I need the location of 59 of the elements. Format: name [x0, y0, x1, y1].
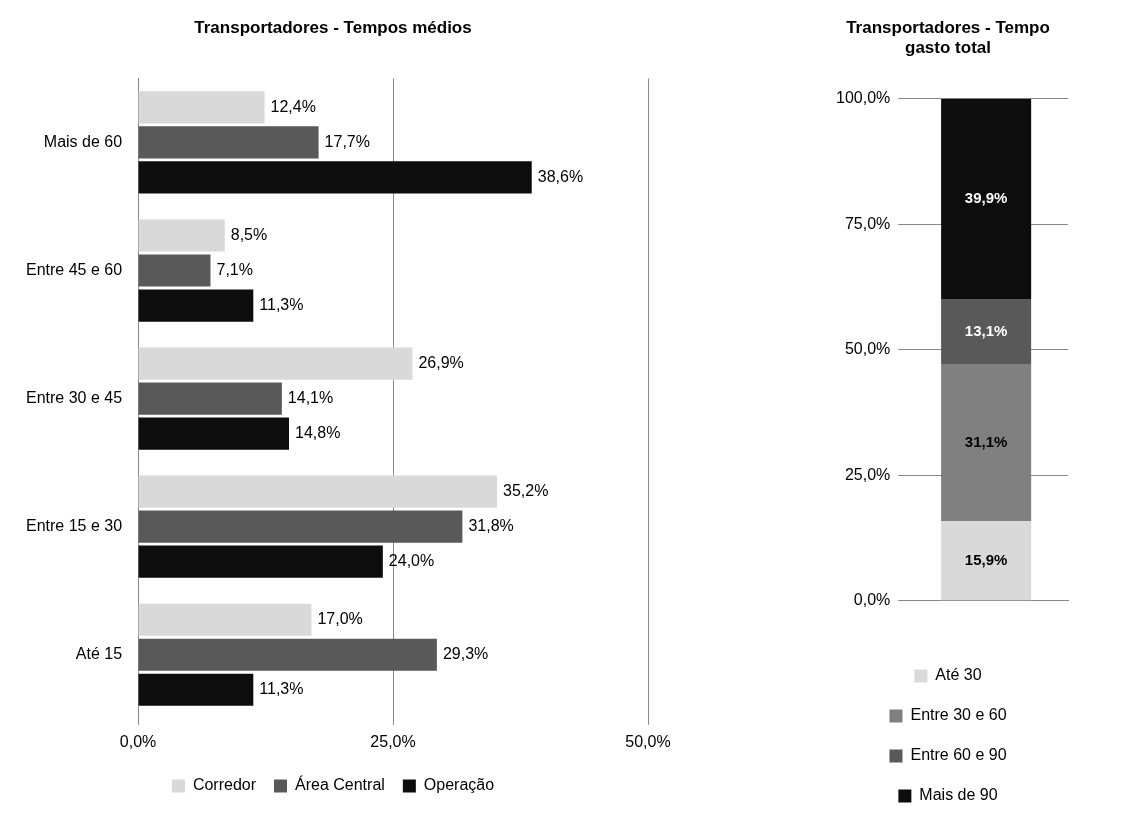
- y-tick-label: Mais de 60: [43, 132, 123, 150]
- data-label: 29,3%: [442, 645, 489, 663]
- bar: [138, 219, 225, 252]
- y-tick-label: 0,0%: [853, 591, 891, 609]
- y-tick-label: Entre 30 e 45: [25, 389, 123, 407]
- data-label: 8,5%: [230, 225, 268, 243]
- bar: [138, 254, 211, 287]
- bar: [138, 161, 532, 194]
- bar: [941, 299, 1032, 365]
- data-label: 17,0%: [317, 610, 363, 628]
- data-label: 31,8%: [468, 517, 514, 535]
- bar: [138, 475, 498, 508]
- data-label: 13,1%: [964, 322, 1008, 340]
- data-label: 17,7%: [324, 132, 370, 150]
- bar: [941, 520, 1032, 601]
- y-tick-label: 25,0%: [844, 465, 891, 483]
- x-tick-label: 50,0%: [625, 732, 671, 750]
- bar: [138, 347, 413, 380]
- x-tick-label: 0,0%: [119, 732, 157, 750]
- data-label: 15,9%: [964, 550, 1008, 568]
- data-label: 11,3%: [259, 295, 304, 313]
- chart-title: Transportadores - Tempo gasto total: [846, 17, 1050, 58]
- data-label: 14,8%: [295, 424, 341, 442]
- data-label: 24,0%: [388, 552, 435, 570]
- data-label: 31,1%: [964, 433, 1008, 451]
- bar: [138, 638, 437, 671]
- bar: [138, 603, 312, 636]
- bar: [138, 673, 254, 706]
- data-label: 12,4%: [270, 97, 316, 115]
- bar: [941, 98, 1032, 300]
- bar: [138, 126, 319, 159]
- legend-label: Entre 60 e 90: [910, 746, 1007, 764]
- y-tick-label: 100,0%: [836, 89, 891, 107]
- legend-label: Até 30: [935, 666, 982, 684]
- y-tick-label: Até 15: [75, 645, 123, 663]
- data-label: 26,9%: [418, 354, 464, 371]
- data-label: 35,2%: [503, 482, 549, 500]
- legend-label: Área Central: [295, 775, 385, 794]
- chart-title: Transportadores - Tempos médios: [194, 17, 472, 37]
- data-label: 7,1%: [216, 260, 253, 278]
- legend-label: Mais de 90: [919, 786, 998, 804]
- legend-label: Operação: [423, 776, 495, 794]
- data-label: 39,9%: [964, 189, 1008, 207]
- legend-label: Entre 30 e 60: [910, 706, 1007, 724]
- bar: [138, 91, 265, 124]
- bar: [138, 289, 254, 322]
- x-tick-label: 25,0%: [370, 732, 416, 750]
- data-label: 38,6%: [537, 167, 584, 185]
- bar: [138, 417, 290, 450]
- y-tick-label: Entre 45 e 60: [25, 260, 123, 278]
- data-label: 11,3%: [259, 680, 304, 698]
- bar: [138, 510, 463, 543]
- legend-label: Corredor: [192, 776, 257, 794]
- bar: [138, 382, 282, 415]
- data-label: 14,1%: [287, 389, 334, 407]
- y-tick-label: Entre 15 e 30: [25, 517, 123, 535]
- y-tick-label: 75,0%: [844, 214, 891, 232]
- bar: [138, 545, 383, 578]
- y-tick-label: 50,0%: [844, 340, 891, 358]
